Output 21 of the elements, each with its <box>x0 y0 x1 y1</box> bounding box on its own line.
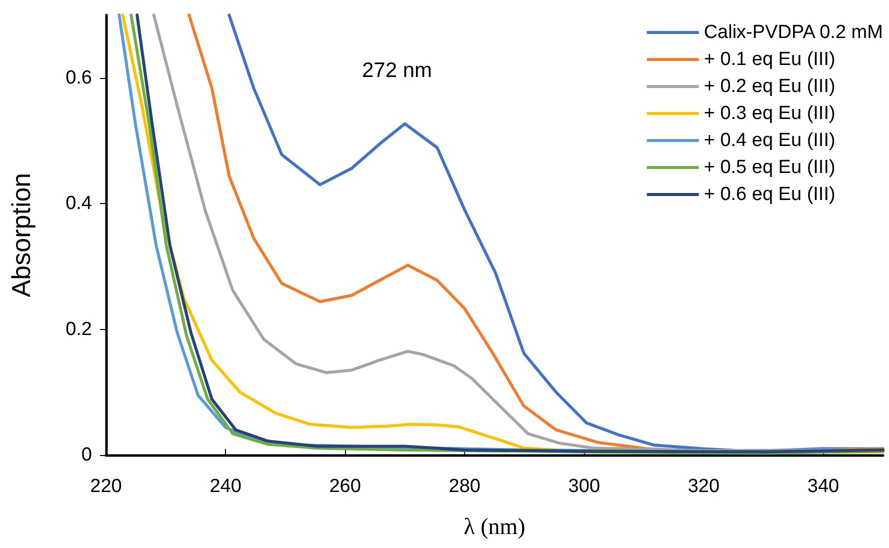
y-tick-label: 0 <box>81 444 92 466</box>
legend-label: + 0.5 eq Eu (III) <box>704 157 836 178</box>
x-tick-label: 240 <box>210 476 242 497</box>
legend-label: + 0.3 eq Eu (III) <box>704 103 836 124</box>
y-tick-label: 0.6 <box>66 67 92 88</box>
x-tick-label: 260 <box>329 476 361 497</box>
legend-label: + 0.2 eq Eu (III) <box>704 76 836 97</box>
x-tick-label: 220 <box>90 476 122 497</box>
legend-label: + 0.4 eq Eu (III) <box>704 130 836 151</box>
x-axis-title: λ (nm) <box>464 514 526 539</box>
legend-label: Calix-PVDPA 0.2 mM <box>704 22 883 43</box>
x-tick-label: 300 <box>568 476 600 497</box>
legend-label: + 0.1 eq Eu (III) <box>704 49 836 70</box>
legend-label: + 0.6 eq Eu (III) <box>704 184 836 205</box>
y-tick-label: 0.4 <box>66 193 92 214</box>
y-axis-title: Absorption <box>6 172 36 298</box>
x-tick-label: 320 <box>688 476 720 497</box>
x-tick-label: 280 <box>448 476 480 497</box>
y-tick-label: 0.2 <box>66 318 92 340</box>
annotation: 272 nm <box>362 59 432 82</box>
x-tick-label: 340 <box>807 476 840 497</box>
